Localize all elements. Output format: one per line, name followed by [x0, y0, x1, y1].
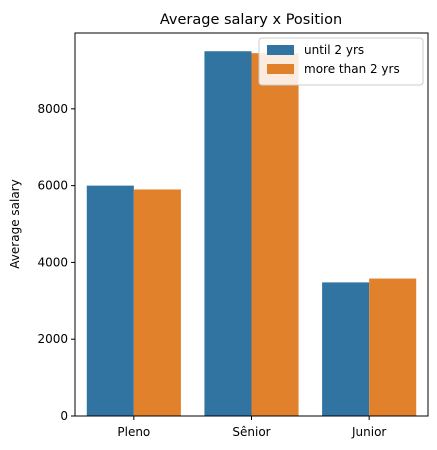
y-tick-label-1: 2000: [37, 332, 68, 346]
x-tick-label-1: Sênior: [232, 425, 270, 439]
legend: until 2 yrs more than 2 yrs: [258, 37, 424, 86]
plot-area: 0 2000 4000 6000 8000 Pleno Sênior Junior: [37, 51, 417, 439]
legend-box: [258, 37, 424, 86]
x-tick-label-2: Junior: [351, 425, 386, 439]
y-tick-label-0: 0: [60, 409, 68, 423]
plot-frame: [74, 32, 429, 417]
x-tick-label-0: Pleno: [117, 425, 150, 439]
bar-1-0: [133, 189, 181, 416]
chart-title: Average salary x Position: [160, 12, 342, 28]
bar-1-1: [251, 53, 299, 416]
bar-0-1: [204, 51, 252, 416]
y-tick-label-4: 8000: [37, 102, 68, 116]
bar-0-2: [322, 282, 370, 416]
legend-swatch-1: [267, 64, 294, 74]
y-tick-label-2: 4000: [37, 255, 68, 269]
y-axis-label: Average salary: [8, 179, 22, 268]
legend-label-0: until 2 yrs: [304, 43, 364, 57]
bar-0-0: [86, 185, 134, 416]
bar-1-2: [369, 278, 417, 416]
legend-label-1: more than 2 yrs: [304, 62, 400, 76]
legend-swatch-0: [267, 45, 294, 55]
y-tick-label-3: 6000: [37, 179, 68, 193]
